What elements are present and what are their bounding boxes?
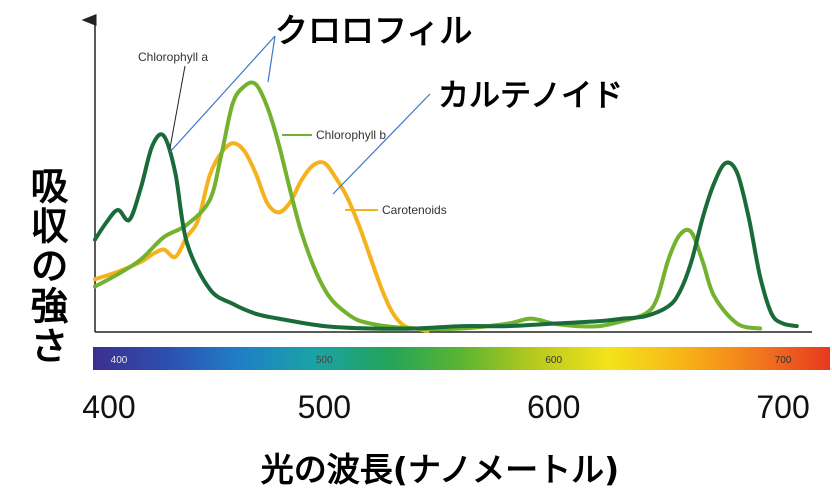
series-line-carotenoids — [93, 141, 430, 333]
x-tick-label: 500 — [298, 389, 351, 425]
spectrum-bar — [93, 347, 830, 370]
x-axis-label: 光の波長(ナノメートル) — [261, 450, 620, 489]
leader-chlorophyll-a — [169, 35, 276, 153]
chlorophyll-annotation: クロロフィル — [275, 11, 472, 50]
chlorophyll-b-label: Chlorophyll b — [316, 128, 386, 142]
chlorophyll-a-label: Chlorophyll a — [138, 50, 208, 64]
x-tick-label: 400 — [82, 389, 135, 425]
leader-carotenoids — [332, 93, 431, 195]
spectrum-tick-label: 700 — [775, 355, 792, 366]
spectrum-tick-labels: 400 500 600 700 — [111, 355, 792, 366]
x-tick-label: 600 — [527, 389, 580, 425]
chlorophyll-b-label-group: Chlorophyll b — [282, 128, 386, 142]
series-layer — [93, 80, 799, 333]
chlorophyll-a-label-connector — [169, 65, 186, 149]
x-tick-labels: 400 500 600 700 — [82, 389, 809, 425]
leader-chlorophyll-b — [267, 35, 276, 83]
spectrum-tick-label: 400 — [111, 355, 128, 366]
carotenoids-label: Carotenoids — [382, 203, 447, 217]
x-tick-label: 700 — [756, 389, 809, 425]
y-axis-label: 吸収の強さ — [24, 166, 68, 366]
annotation-leaders — [169, 35, 431, 195]
chlorophyll-a-label-group: Chlorophyll a — [138, 50, 208, 149]
series-line-chlorophyll-a — [93, 132, 799, 331]
spectrum-tick-label: 500 — [316, 355, 333, 366]
carotenoids-label-group: Carotenoids — [345, 203, 447, 217]
carotenoid-annotation: カルテノイド — [438, 78, 623, 114]
spectrum-tick-label: 600 — [545, 355, 562, 366]
